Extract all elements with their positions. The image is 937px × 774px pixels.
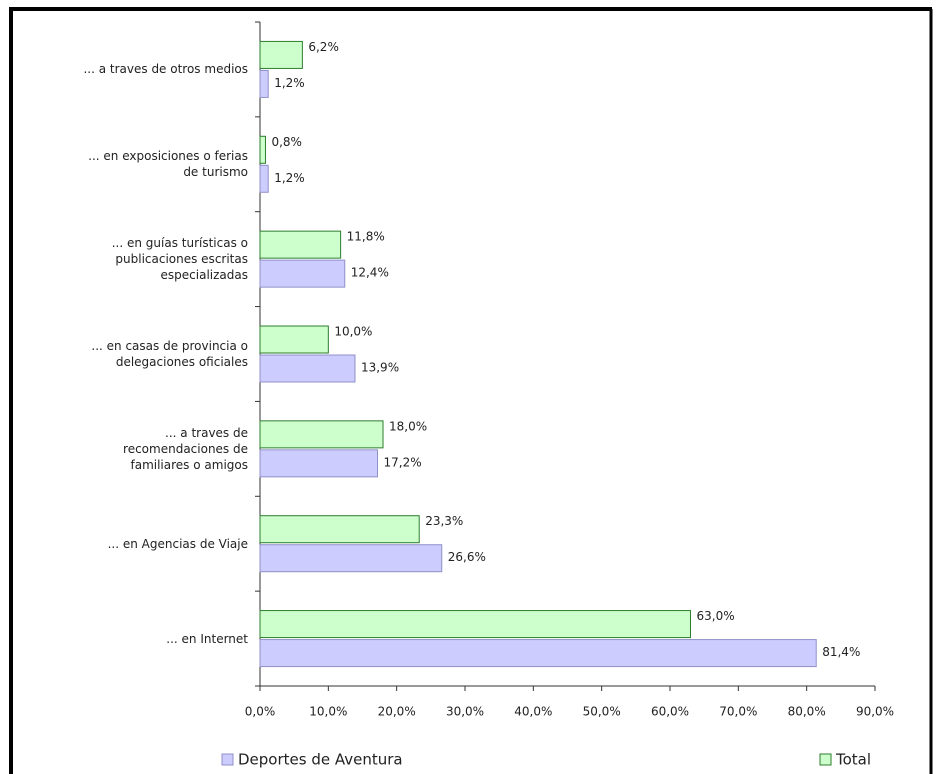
value-label: 63,0%	[697, 609, 735, 623]
value-label: 23,3%	[425, 514, 463, 528]
value-label: 13,9%	[361, 361, 399, 375]
value-label: 11,8%	[347, 230, 385, 244]
bar	[259, 515, 420, 544]
category-label: ... en exposiciones o ferias de turismo	[88, 149, 248, 180]
category-label: ... a traves de recomendaciones de famil…	[123, 425, 248, 472]
legend-label: Deportes de Aventura	[238, 751, 403, 769]
value-label: 10,0%	[334, 325, 372, 339]
x-tick-label: 10,0%	[309, 705, 347, 719]
bar	[259, 259, 346, 288]
bar	[259, 420, 384, 449]
bar	[259, 230, 342, 259]
x-tick-label: 80,0%	[788, 705, 826, 719]
legend-swatch	[819, 753, 832, 766]
bar	[259, 69, 269, 98]
x-tick-label: 20,0%	[378, 705, 416, 719]
bar	[259, 325, 329, 354]
legend-swatch	[221, 753, 234, 766]
value-label: 1,2%	[274, 76, 305, 90]
bar	[259, 449, 379, 478]
bar	[259, 610, 691, 639]
legend-label: Total	[835, 751, 871, 769]
x-tick-label: 70,0%	[719, 705, 757, 719]
value-label: 18,0%	[389, 419, 427, 433]
category-labels: ... a traves de otros medios ... en expos…	[20, 0, 248, 774]
category-label: ... en Agencias de Viaje	[107, 536, 248, 551]
x-tick-label: 30,0%	[446, 705, 484, 719]
value-label: 1,2%	[274, 171, 305, 185]
x-tick-label: 50,0%	[583, 705, 621, 719]
value-label: 81,4%	[822, 645, 860, 659]
category-label: ... en casas de provincia o delegaciones…	[91, 339, 248, 369]
value-label: 26,6%	[448, 550, 486, 564]
value-label: 12,4%	[351, 266, 389, 280]
bar	[259, 40, 303, 69]
bar	[259, 544, 443, 573]
x-tick-label: 90,0%	[856, 705, 894, 719]
category-label: ... en Internet	[166, 631, 248, 646]
x-tick-label: 0,0%	[245, 705, 276, 719]
bar	[259, 639, 817, 668]
bar	[259, 135, 266, 164]
value-label: 6,2%	[308, 40, 339, 54]
value-label: 0,8%	[271, 135, 302, 149]
category-label: ... a traves de otros medios	[83, 62, 248, 77]
bar	[259, 354, 356, 383]
bar	[259, 164, 269, 193]
value-label: 17,2%	[384, 455, 422, 469]
category-label: ... en guías turísticas o publicaciones …	[111, 236, 248, 283]
x-tick-label: 40,0%	[514, 705, 552, 719]
x-tick-label: 60,0%	[651, 705, 689, 719]
